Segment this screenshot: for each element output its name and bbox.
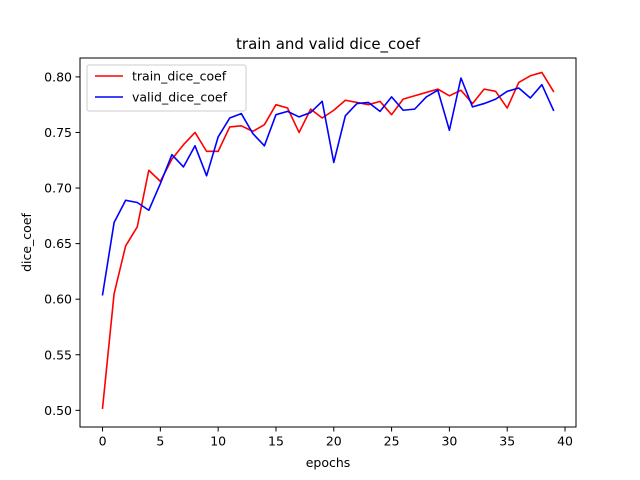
x-tick-label: 5 <box>156 434 164 449</box>
y-tick-label: 0.65 <box>44 236 72 251</box>
x-tick-label: 25 <box>384 434 400 449</box>
x-axis-label: epochs <box>306 455 351 470</box>
y-tick-label: 0.50 <box>44 403 72 418</box>
x-tick-label: 0 <box>99 434 107 449</box>
x-axis-ticks: 0 5 10 15 20 25 30 35 40 <box>99 427 573 449</box>
legend: train_dice_coef valid_dice_coef <box>86 64 247 112</box>
plot-frame <box>79 57 577 428</box>
plot-lines <box>101 71 555 409</box>
x-tick-label: 30 <box>441 434 457 449</box>
x-tick-label: 15 <box>268 434 284 449</box>
y-tick-label: 0.70 <box>44 181 72 196</box>
legend-label-train: train_dice_coef <box>132 69 227 84</box>
y-axis-label: dice_coef <box>19 212 34 271</box>
x-tick-label: 35 <box>499 434 515 449</box>
y-tick-label: 0.80 <box>44 69 72 84</box>
y-tick-label: 0.55 <box>44 347 72 362</box>
series-line-train <box>101 71 555 409</box>
legend-box <box>86 64 247 112</box>
y-axis-ticks: 0.50 0.55 0.60 0.65 0.70 0.75 0.80 <box>44 69 80 418</box>
legend-label-valid: valid_dice_coef <box>132 90 228 105</box>
y-tick-label: 0.60 <box>44 292 72 307</box>
x-tick-label: 40 <box>557 434 573 449</box>
y-tick-label: 0.75 <box>44 125 72 140</box>
x-tick-label: 10 <box>210 434 226 449</box>
x-tick-label: 20 <box>326 434 342 449</box>
series-line-valid <box>101 77 555 296</box>
chart-title: train and valid dice_coef <box>236 35 421 54</box>
